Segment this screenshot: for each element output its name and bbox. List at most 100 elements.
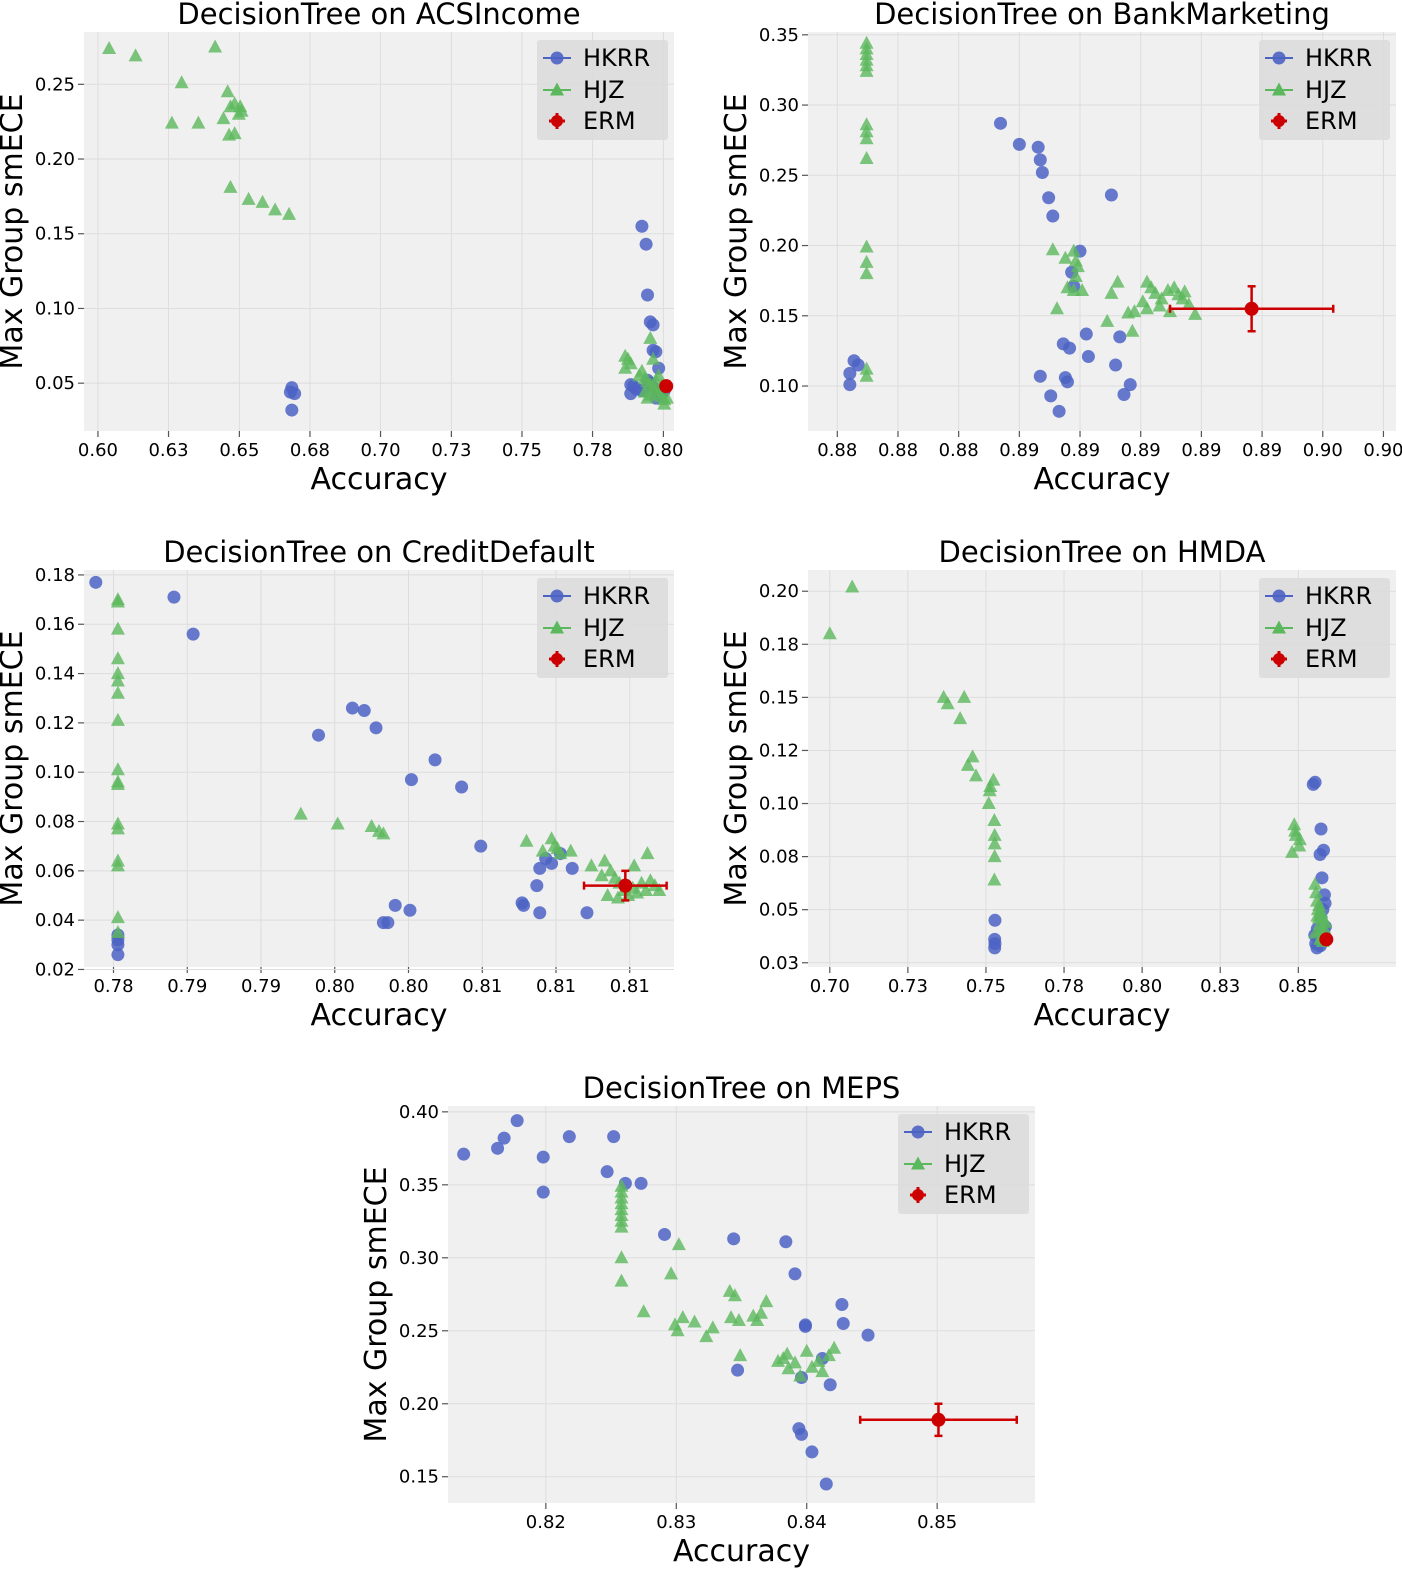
hjz-point [651, 368, 666, 382]
hjz-point [1285, 844, 1300, 858]
hjz-point [811, 1353, 826, 1367]
legend-box [1259, 40, 1390, 140]
hjz-point [859, 266, 874, 280]
hjz-point [727, 1288, 742, 1302]
hjz-point [1309, 885, 1324, 899]
hkrr-point [1104, 188, 1118, 202]
hjz-point [859, 124, 874, 138]
y-tick-label: 0.12 [35, 713, 75, 734]
hjz-point [1188, 306, 1203, 320]
hjz-point [987, 849, 1002, 863]
x-axis-label: Accuracy [311, 462, 448, 497]
hkrr-point [186, 627, 200, 641]
hjz-point [110, 924, 125, 938]
hkrr-point [428, 753, 442, 767]
data-marks [822, 579, 1334, 955]
hjz-point [815, 1364, 830, 1378]
hjz-point [969, 768, 983, 782]
hjz-point [987, 836, 1002, 850]
legend-label-erm: ERM [583, 107, 636, 135]
y-tick-label: 0.06 [35, 861, 75, 882]
hkrr-point [843, 378, 857, 392]
x-tick-label: 0.83 [656, 1512, 696, 1533]
hjz-point [1125, 323, 1140, 337]
hjz-point [724, 1310, 739, 1324]
hjz-point [799, 1343, 814, 1357]
hkrr-point [1044, 389, 1058, 403]
hjz-point [953, 711, 968, 725]
hjz-point [1045, 242, 1060, 256]
hkrr-point [1081, 350, 1095, 364]
x-tick-label: 0.89 [1121, 440, 1161, 461]
hjz-point [670, 1323, 685, 1337]
legend-label-erm: ERM [944, 1181, 997, 1209]
y-tick-label: 0.30 [759, 95, 799, 116]
hkrr-point [111, 948, 125, 962]
hjz-point [981, 796, 996, 810]
hjz-point [821, 1348, 836, 1362]
hjz-point [827, 1340, 842, 1354]
hkrr-point [1042, 191, 1056, 205]
hkrr-point [1046, 209, 1060, 223]
hkrr-point [491, 1141, 505, 1155]
hjz-point [584, 858, 599, 872]
data-marks [89, 575, 668, 962]
chart-panel: 0.70 0.73 0.75 0.78 0.80 0.83 0.85 0.03 0.05 0.08… [719, 535, 1396, 1033]
erm-point [659, 379, 674, 394]
hkrr-point [510, 1114, 524, 1128]
legend-erm-marker [551, 653, 563, 665]
hjz-point [110, 651, 125, 665]
hjz-point [733, 1348, 748, 1362]
hjz-point [987, 813, 1002, 827]
hjz-point [220, 84, 235, 98]
erm-point [931, 1412, 946, 1427]
x-tick-label: 0.78 [573, 440, 613, 461]
hkrr-point [562, 1130, 576, 1144]
x-tick-label: 0.81 [536, 976, 576, 997]
legend-hkrr-marker [1272, 589, 1286, 603]
hjz-point [1135, 294, 1150, 308]
hkrr-point [658, 1227, 672, 1241]
hjz-point [699, 1329, 714, 1343]
hkrr-point [795, 1427, 809, 1441]
hkrr-point [823, 1378, 837, 1392]
hjz-point [553, 846, 568, 860]
x-tick-label: 0.81 [462, 976, 502, 997]
hjz-point [859, 239, 874, 253]
hjz-point [110, 910, 125, 924]
hjz-point [646, 351, 661, 365]
x-tick-label: 0.90 [1363, 440, 1402, 461]
hkrr-point [1031, 140, 1045, 154]
hkrr-point [403, 903, 417, 917]
x-tick-label: 0.79 [167, 976, 207, 997]
hkrr-point [533, 906, 547, 920]
hjz-point [731, 1313, 746, 1327]
x-tick-label: 0.78 [1044, 976, 1084, 997]
y-tick-label: 0.10 [35, 762, 75, 783]
chart-title: DecisionTree on HMDA [939, 535, 1266, 569]
hkrr-point [1063, 341, 1077, 355]
x-tick-label: 0.63 [148, 440, 188, 461]
x-tick-label: 0.68 [290, 440, 330, 461]
hkrr-point [731, 1363, 745, 1377]
legend: HKRR HJZ ERM [537, 578, 668, 678]
x-axis-label: Accuracy [1034, 998, 1171, 1033]
hjz-point [255, 194, 270, 208]
hjz-point [600, 887, 615, 901]
y-tick-label: 0.15 [399, 1467, 439, 1488]
hjz-point [657, 396, 672, 410]
legend-box [537, 40, 668, 140]
x-tick-label: 0.78 [93, 976, 133, 997]
hkrr-point [634, 1176, 648, 1190]
hjz-point [780, 1346, 795, 1360]
hjz-point [640, 390, 655, 404]
x-tick-label: 0.89 [1242, 440, 1282, 461]
y-tick-label: 0.20 [759, 236, 799, 257]
hjz-point [110, 594, 125, 608]
hkrr-point [1033, 153, 1047, 167]
hjz-point [110, 673, 125, 687]
legend-label-hjz: HJZ [583, 76, 625, 104]
legend-erm-marker [1273, 653, 1285, 665]
hjz-point [618, 360, 633, 374]
